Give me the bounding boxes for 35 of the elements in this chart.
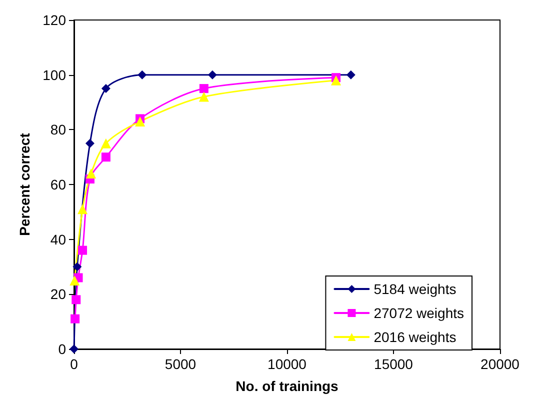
point xyxy=(72,262,82,272)
point xyxy=(101,84,110,94)
point xyxy=(198,92,209,102)
legend-label: 5184 weights xyxy=(374,281,456,297)
point xyxy=(78,246,88,255)
point xyxy=(100,138,111,148)
point xyxy=(330,75,341,86)
x-tick-label: 0 xyxy=(70,356,78,372)
point xyxy=(135,116,146,126)
point xyxy=(70,314,80,324)
x-tick-label: 15000 xyxy=(374,356,414,372)
legend-label: 2016 weights xyxy=(374,329,456,345)
point xyxy=(85,138,94,148)
y-tick-label: 40 xyxy=(50,231,66,248)
y-tick-label: 80 xyxy=(50,122,66,138)
point xyxy=(208,70,217,80)
point xyxy=(199,84,208,94)
point xyxy=(72,295,81,304)
point xyxy=(86,168,96,179)
y-tick-label: 0 xyxy=(58,341,66,357)
point xyxy=(78,204,88,214)
x-tick-label: 5000 xyxy=(164,356,196,372)
point xyxy=(346,70,356,80)
point xyxy=(138,70,147,80)
y-tick-label: 20 xyxy=(50,286,66,302)
x-tick-label: 20000 xyxy=(480,356,520,372)
y-tick-label: 120 xyxy=(42,12,66,28)
y-tick-label: 100 xyxy=(42,66,66,83)
x-axis-title: No. of trainings xyxy=(236,378,339,394)
x-tick-label: 10000 xyxy=(268,356,307,372)
legend-label: 27072 weights xyxy=(374,305,464,321)
point xyxy=(101,152,110,162)
y-axis-title: Percent correct xyxy=(16,132,33,236)
y-tick-label: 60 xyxy=(50,176,66,192)
point xyxy=(70,275,80,286)
